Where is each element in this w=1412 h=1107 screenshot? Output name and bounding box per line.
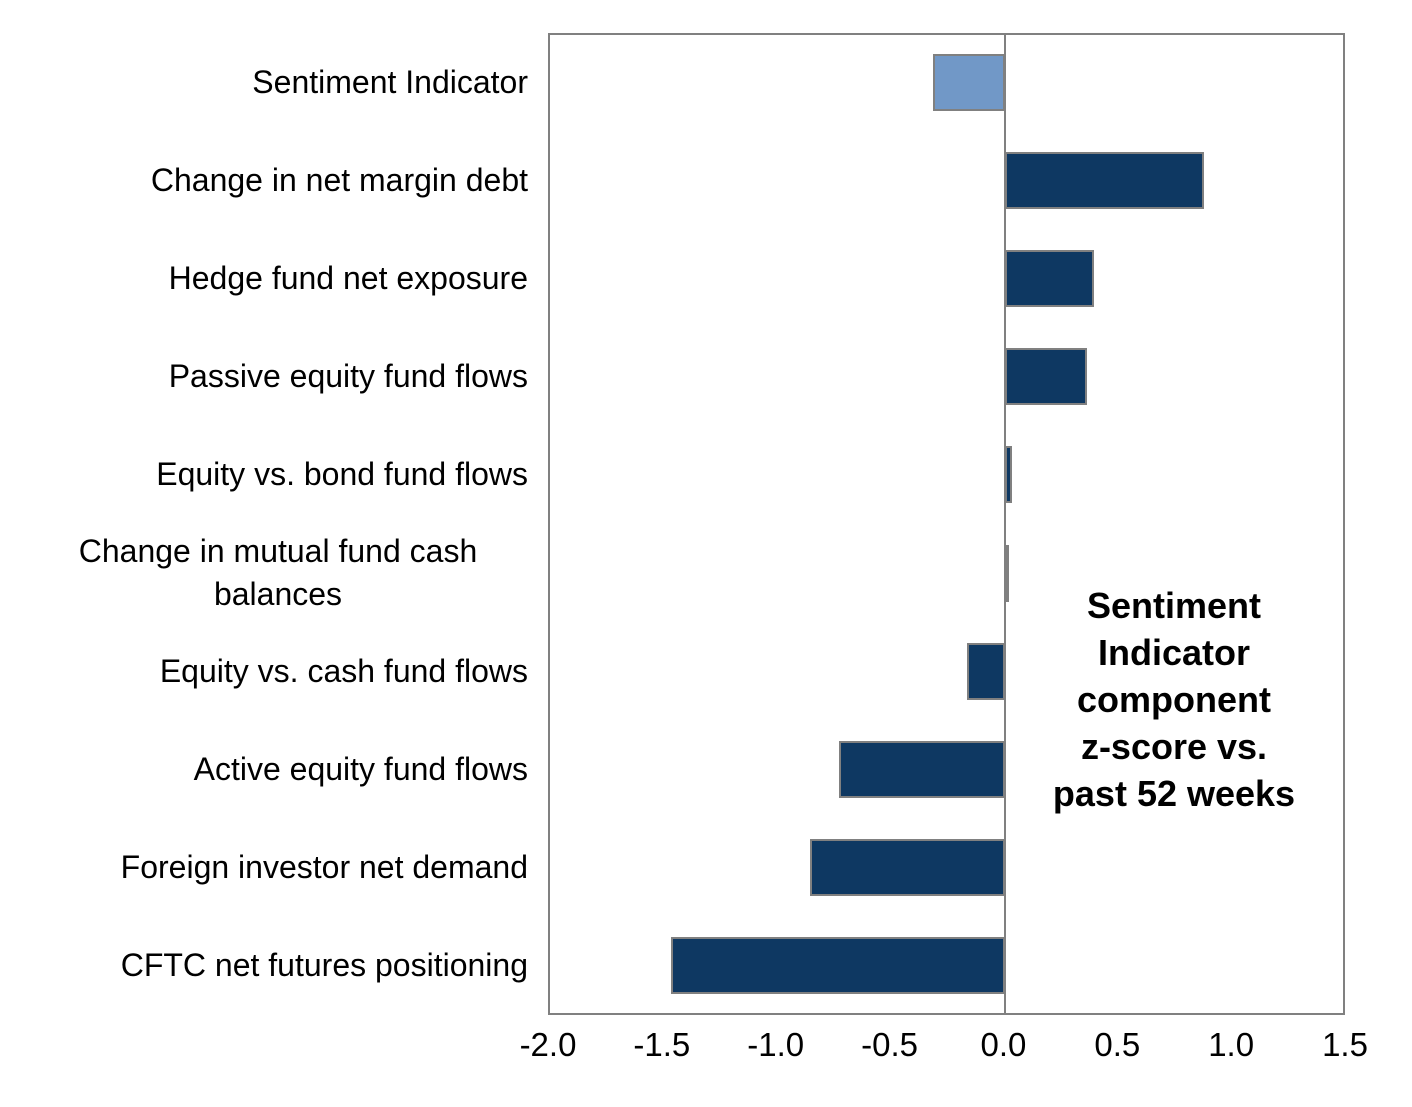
category-label: CFTC net futures positioning [0,917,528,1015]
x-tick-label: -0.5 [861,1026,918,1063]
category-label-text: Equity vs. bond fund flows [156,456,528,493]
category-label: Active equity fund flows [0,720,528,818]
annotation-line: Indicator [1097,632,1250,673]
category-label-text: Change in mutual fund cash balances [78,532,478,613]
annotation-line: component [1077,679,1271,720]
annotation-line: Sentiment [1086,585,1262,626]
category-label-text: Active equity fund flows [193,750,528,787]
category-label: Change in net margin debt [0,131,528,229]
category-label: Equity vs. cash fund flows [0,622,528,720]
category-label: Foreign investor net demand [0,819,528,917]
bar [1005,151,1204,209]
category-label-text: Change in net margin debt [150,161,528,198]
category-label: Passive equity fund flows [0,328,528,426]
category-label-text: Passive equity fund flows [168,358,528,395]
bar [1005,544,1010,602]
category-label-text: Sentiment Indicator [252,63,528,100]
x-tick-label: 0.5 [1094,1026,1141,1063]
annotation-line: past 52 weeks [1052,773,1296,814]
bar [809,839,1006,897]
bar [966,642,1006,700]
category-label: Hedge fund net exposure [0,229,528,327]
category-label-text: Foreign investor net demand [120,849,528,886]
bar [932,53,1006,111]
bar [839,741,1006,798]
annotation-line: z-score vs. [1080,726,1268,767]
x-tick-label: 0.0 [980,1026,1027,1063]
category-label-text: CFTC net futures positioning [120,947,528,984]
category-label: Equity vs. bond fund flows [0,426,528,524]
plot-area [548,33,1345,1015]
category-label-text: Equity vs. cash fund flows [159,652,528,689]
x-tick-label: 1.0 [1208,1026,1255,1063]
x-tick-label: -2.0 [519,1026,577,1063]
bar [1005,250,1095,307]
x-tick-label: -1.0 [747,1026,805,1063]
x-tick-label: 1.5 [1322,1026,1368,1063]
x-tick-label: -1.5 [633,1026,691,1063]
zero-axis-line [1004,35,1007,1013]
bar [1005,348,1088,406]
bar [670,937,1006,995]
category-label: Sentiment Indicator [0,33,528,131]
bar [1005,446,1013,504]
category-label-text: Hedge fund net exposure [168,259,528,296]
category-label: Change in mutual fund cash balances [0,524,528,622]
chart-annotation: Sentiment Indicator component z-score vs. pa… [1006,582,1342,817]
